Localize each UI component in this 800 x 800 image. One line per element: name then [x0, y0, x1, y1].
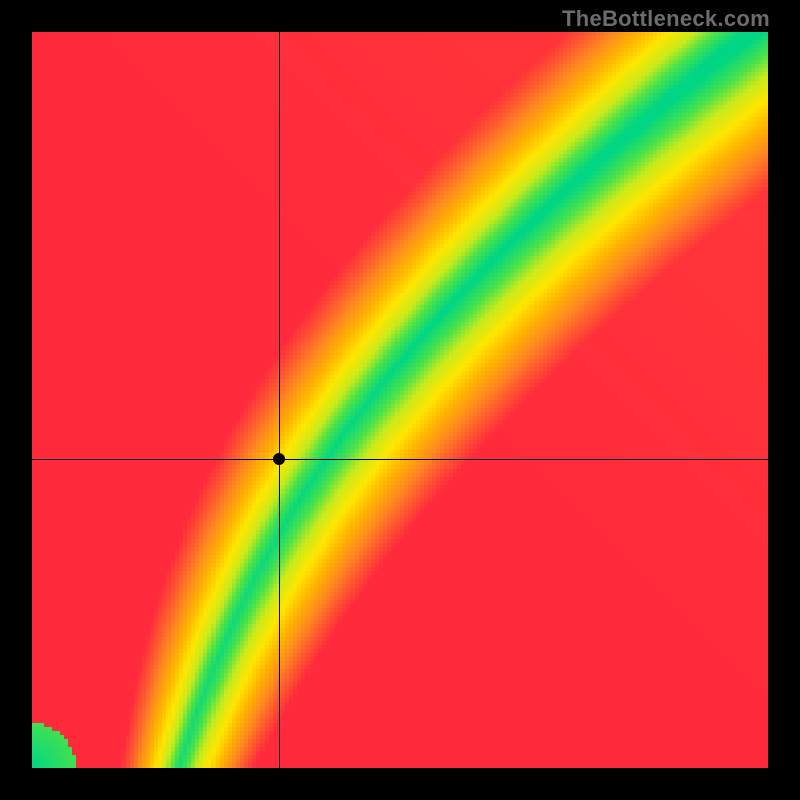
selection-marker [273, 453, 285, 465]
crosshair-vertical [279, 32, 280, 768]
plot-area [32, 32, 768, 768]
crosshair-horizontal [32, 459, 768, 460]
bottleneck-heatmap [32, 32, 768, 768]
figure: TheBottleneck.com [0, 0, 800, 800]
watermark-text: TheBottleneck.com [562, 6, 770, 32]
